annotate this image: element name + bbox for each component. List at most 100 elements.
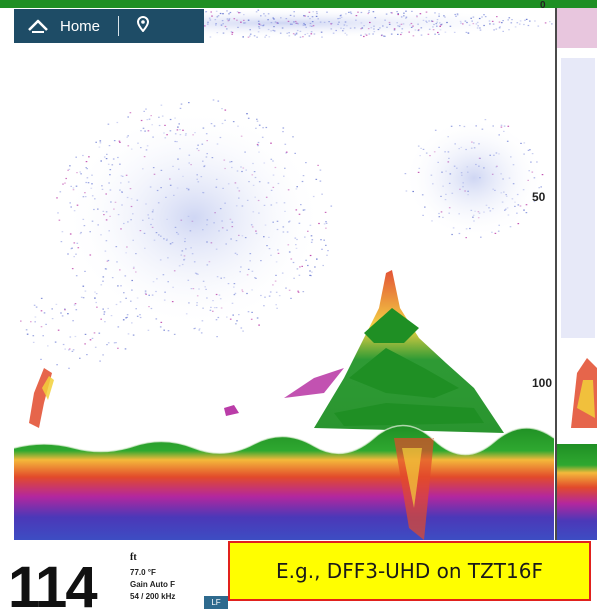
plankton-speck	[260, 24, 262, 26]
plankton-speck	[257, 9, 260, 11]
plankton-speck	[198, 328, 201, 330]
plankton-speck	[102, 308, 104, 310]
plankton-speck	[117, 347, 119, 349]
plankton-speck	[402, 23, 405, 25]
plankton-speck	[273, 18, 275, 20]
plankton-speck	[82, 154, 84, 157]
plankton-speck	[65, 177, 67, 180]
plankton-speck	[514, 26, 517, 28]
location-button[interactable]	[125, 9, 161, 43]
plankton-speck	[475, 23, 478, 25]
plankton-speck	[226, 28, 228, 30]
plankton-speck	[428, 20, 430, 22]
plankton-speck	[400, 33, 402, 36]
plankton-speck	[325, 227, 327, 229]
plankton-speck	[323, 223, 326, 225]
plankton-speck	[293, 11, 295, 13]
plankton-speck	[325, 244, 327, 246]
plankton-speck	[253, 35, 256, 37]
gain-setting: Gain Auto F	[130, 580, 176, 589]
plankton-speck	[228, 19, 230, 21]
plankton-speck	[249, 29, 251, 31]
plankton-speck	[229, 11, 232, 14]
plankton-speck	[113, 342, 116, 344]
secondary-echogram-panel[interactable]	[555, 8, 597, 540]
plankton-speck	[60, 312, 62, 314]
plankton-speck	[488, 20, 491, 22]
plankton-speck	[367, 12, 369, 15]
plankton-speck	[400, 23, 403, 25]
plankton-speck	[498, 21, 501, 23]
plankton-speck	[67, 253, 69, 255]
plankton-speck	[75, 156, 77, 158]
plankton-speck	[350, 12, 353, 15]
left-echoes	[29, 368, 239, 428]
plankton-speck	[400, 32, 403, 34]
plankton-speck	[277, 22, 279, 24]
plankton-speck	[436, 25, 438, 27]
plankton-speck	[267, 28, 270, 31]
plankton-speck	[507, 19, 509, 21]
plankton-speck	[417, 23, 419, 25]
plankton-speck	[127, 333, 130, 335]
plankton-speck	[99, 360, 101, 362]
plankton-speck	[198, 329, 200, 331]
plankton-speck	[317, 18, 319, 20]
plankton-speck	[340, 27, 342, 29]
plankton-speck	[416, 16, 418, 18]
plankton-speck	[79, 357, 81, 359]
plankton-speck	[369, 21, 371, 24]
plankton-speck	[321, 248, 323, 250]
plankton-speck	[516, 22, 519, 24]
plankton-speck	[106, 344, 108, 346]
plankton-speck	[243, 14, 245, 16]
plankton-speck	[368, 33, 371, 35]
plankton-speck	[264, 36, 266, 38]
plankton-speck	[235, 323, 237, 325]
plankton-speck	[339, 17, 341, 19]
plankton-speck	[345, 13, 347, 15]
plankton-speck	[319, 180, 322, 182]
plankton-speck	[493, 29, 495, 31]
echogram-display[interactable]	[14, 8, 554, 540]
plankton-speck	[122, 319, 125, 321]
plankton-speck	[311, 25, 313, 27]
plankton-speck	[40, 297, 43, 299]
plankton-speck	[324, 211, 327, 213]
plankton-speck	[436, 19, 439, 21]
plankton-speck	[64, 182, 66, 184]
plankton-speck	[239, 12, 242, 14]
plankton-speck	[289, 14, 292, 16]
plankton-speck	[243, 22, 245, 24]
plankton-speck	[64, 348, 66, 350]
plankton-speck	[491, 20, 494, 22]
plankton-speck	[207, 21, 209, 23]
plankton-speck	[339, 15, 342, 17]
plankton-speck	[309, 18, 311, 20]
plankton-speck	[343, 24, 346, 26]
plankton-speck	[302, 24, 305, 26]
plankton-speck	[67, 313, 69, 315]
plankton-speck	[126, 314, 129, 316]
plankton-speck	[411, 10, 413, 12]
plankton-speck	[209, 19, 212, 21]
plankton-speck	[383, 35, 385, 37]
plankton-speck	[410, 22, 413, 25]
plankton-speck	[51, 308, 53, 310]
plankton-speck	[466, 21, 468, 24]
plankton-speck	[409, 24, 411, 26]
frequency-tag[interactable]: LF	[204, 596, 228, 609]
plankton-speck	[353, 27, 356, 29]
plankton-speck	[64, 309, 66, 311]
home-button[interactable]: Home	[14, 9, 114, 43]
plankton-speck	[260, 15, 262, 17]
plankton-speck	[250, 318, 253, 320]
plankton-speck	[436, 21, 438, 23]
plankton-speck	[303, 15, 305, 17]
plankton-speck	[208, 17, 211, 19]
plankton-speck	[294, 34, 296, 36]
plankton-speck	[393, 29, 396, 31]
plankton-speck	[295, 33, 298, 35]
plankton-speck	[321, 36, 323, 38]
plankton-speck	[217, 15, 220, 17]
